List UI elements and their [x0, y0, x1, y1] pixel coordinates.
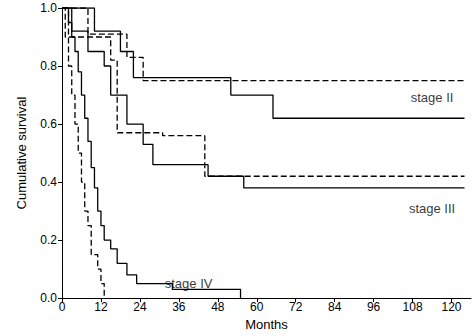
svg-text:stage III: stage III	[409, 201, 455, 216]
svg-text:Months: Months	[245, 317, 288, 332]
svg-text:60: 60	[250, 300, 264, 314]
svg-text:96: 96	[367, 300, 381, 314]
svg-text:0.6: 0.6	[40, 117, 57, 131]
svg-text:24: 24	[133, 300, 147, 314]
svg-text:0.8: 0.8	[40, 59, 57, 73]
svg-text:72: 72	[289, 300, 303, 314]
svg-text:108: 108	[403, 300, 423, 314]
svg-text:1.0: 1.0	[40, 1, 57, 15]
svg-text:120: 120	[442, 300, 462, 314]
svg-text:48: 48	[211, 300, 225, 314]
svg-text:0.4: 0.4	[40, 175, 57, 189]
svg-text:stage II: stage II	[411, 90, 454, 105]
svg-text:0.2: 0.2	[40, 233, 57, 247]
svg-text:36: 36	[172, 300, 186, 314]
svg-text:0.0: 0.0	[40, 291, 57, 305]
svg-text:84: 84	[328, 300, 342, 314]
svg-text:Cumulative survival: Cumulative survival	[14, 97, 29, 210]
svg-text:12: 12	[94, 300, 108, 314]
svg-text:0: 0	[59, 300, 66, 314]
